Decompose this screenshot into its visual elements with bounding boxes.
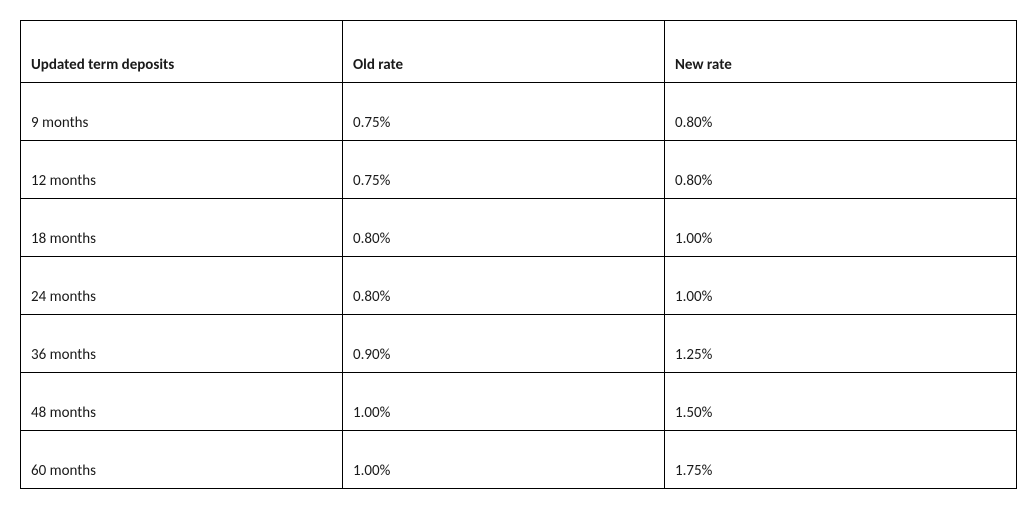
cell-term: 9 months xyxy=(21,83,343,141)
table-row: 12 months 0.75% 0.80% xyxy=(21,141,1017,199)
term-deposits-table: Updated term deposits Old rate New rate … xyxy=(20,20,1017,489)
table-row: 60 months 1.00% 1.75% xyxy=(21,431,1017,489)
col-header-old-rate: Old rate xyxy=(343,21,665,83)
cell-old-rate: 1.00% xyxy=(343,373,665,431)
cell-new-rate: 1.50% xyxy=(665,373,1017,431)
table-header-row: Updated term deposits Old rate New rate xyxy=(21,21,1017,83)
cell-old-rate: 0.80% xyxy=(343,199,665,257)
cell-old-rate: 0.90% xyxy=(343,315,665,373)
cell-old-rate: 0.75% xyxy=(343,83,665,141)
cell-new-rate: 1.75% xyxy=(665,431,1017,489)
table-row: 9 months 0.75% 0.80% xyxy=(21,83,1017,141)
cell-new-rate: 0.80% xyxy=(665,141,1017,199)
cell-term: 18 months xyxy=(21,199,343,257)
table-row: 18 months 0.80% 1.00% xyxy=(21,199,1017,257)
table-row: 36 months 0.90% 1.25% xyxy=(21,315,1017,373)
cell-old-rate: 0.80% xyxy=(343,257,665,315)
cell-term: 12 months xyxy=(21,141,343,199)
cell-new-rate: 1.00% xyxy=(665,257,1017,315)
cell-term: 24 months xyxy=(21,257,343,315)
cell-term: 60 months xyxy=(21,431,343,489)
cell-old-rate: 0.75% xyxy=(343,141,665,199)
cell-term: 48 months xyxy=(21,373,343,431)
cell-term: 36 months xyxy=(21,315,343,373)
cell-new-rate: 1.25% xyxy=(665,315,1017,373)
table-row: 24 months 0.80% 1.00% xyxy=(21,257,1017,315)
col-header-new-rate: New rate xyxy=(665,21,1017,83)
cell-new-rate: 0.80% xyxy=(665,83,1017,141)
cell-new-rate: 1.00% xyxy=(665,199,1017,257)
table-row: 48 months 1.00% 1.50% xyxy=(21,373,1017,431)
col-header-term: Updated term deposits xyxy=(21,21,343,83)
cell-old-rate: 1.00% xyxy=(343,431,665,489)
